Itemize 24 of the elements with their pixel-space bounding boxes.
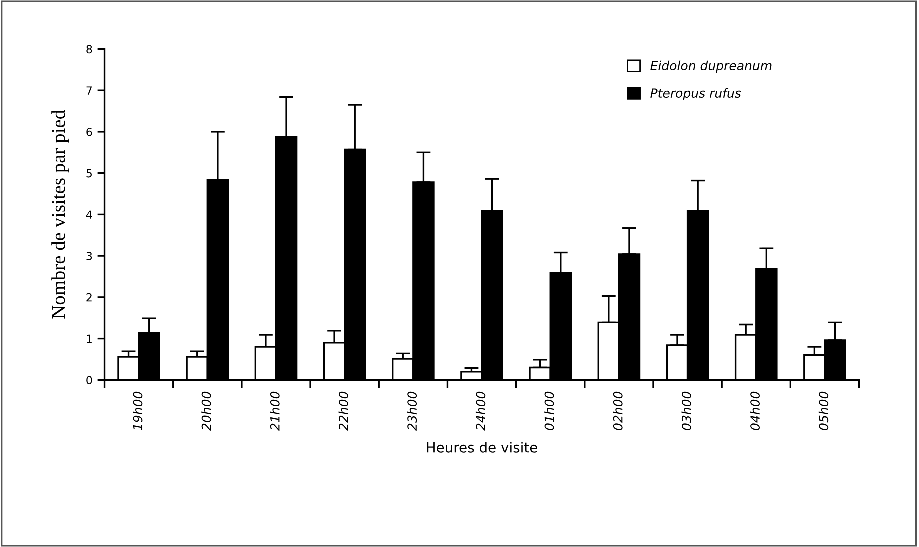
- y-tick-label: 4: [86, 210, 92, 219]
- x-tick-label: 23h00: [407, 392, 418, 431]
- x-tick-label: 02h00: [613, 392, 623, 430]
- x-axis-title: Heures de visite: [427, 442, 538, 453]
- legend-label: Eidolon dupreanum: [650, 60, 772, 73]
- x-tick-label: 19h00: [133, 392, 143, 430]
- x-tick-label: 24h00: [476, 392, 486, 431]
- y-tick-label: 7: [86, 86, 92, 95]
- y-tick-label: 1: [87, 334, 92, 344]
- y-tick-label: 8: [86, 45, 92, 54]
- y-axis-title: Nombre de visites par pied: [52, 110, 70, 319]
- x-tick-label: 20h00: [202, 392, 212, 431]
- y-tick-label: 6: [86, 128, 92, 136]
- y-tick-label: 2: [86, 293, 92, 302]
- x-tick-label: 05h00: [818, 392, 829, 430]
- y-tick-label: 0: [86, 376, 92, 385]
- x-tick-label: 22h00: [338, 392, 348, 431]
- legend-label: Pteropus rufus: [650, 88, 742, 100]
- x-tick-label: 04h00: [750, 392, 760, 430]
- x-tick-label: 21h00: [270, 392, 280, 431]
- x-tick-label: 03h00: [682, 392, 692, 430]
- y-tick-label: 5: [86, 169, 92, 178]
- x-tick-label: 01h00: [544, 392, 554, 430]
- y-tick-label: 3: [86, 252, 92, 260]
